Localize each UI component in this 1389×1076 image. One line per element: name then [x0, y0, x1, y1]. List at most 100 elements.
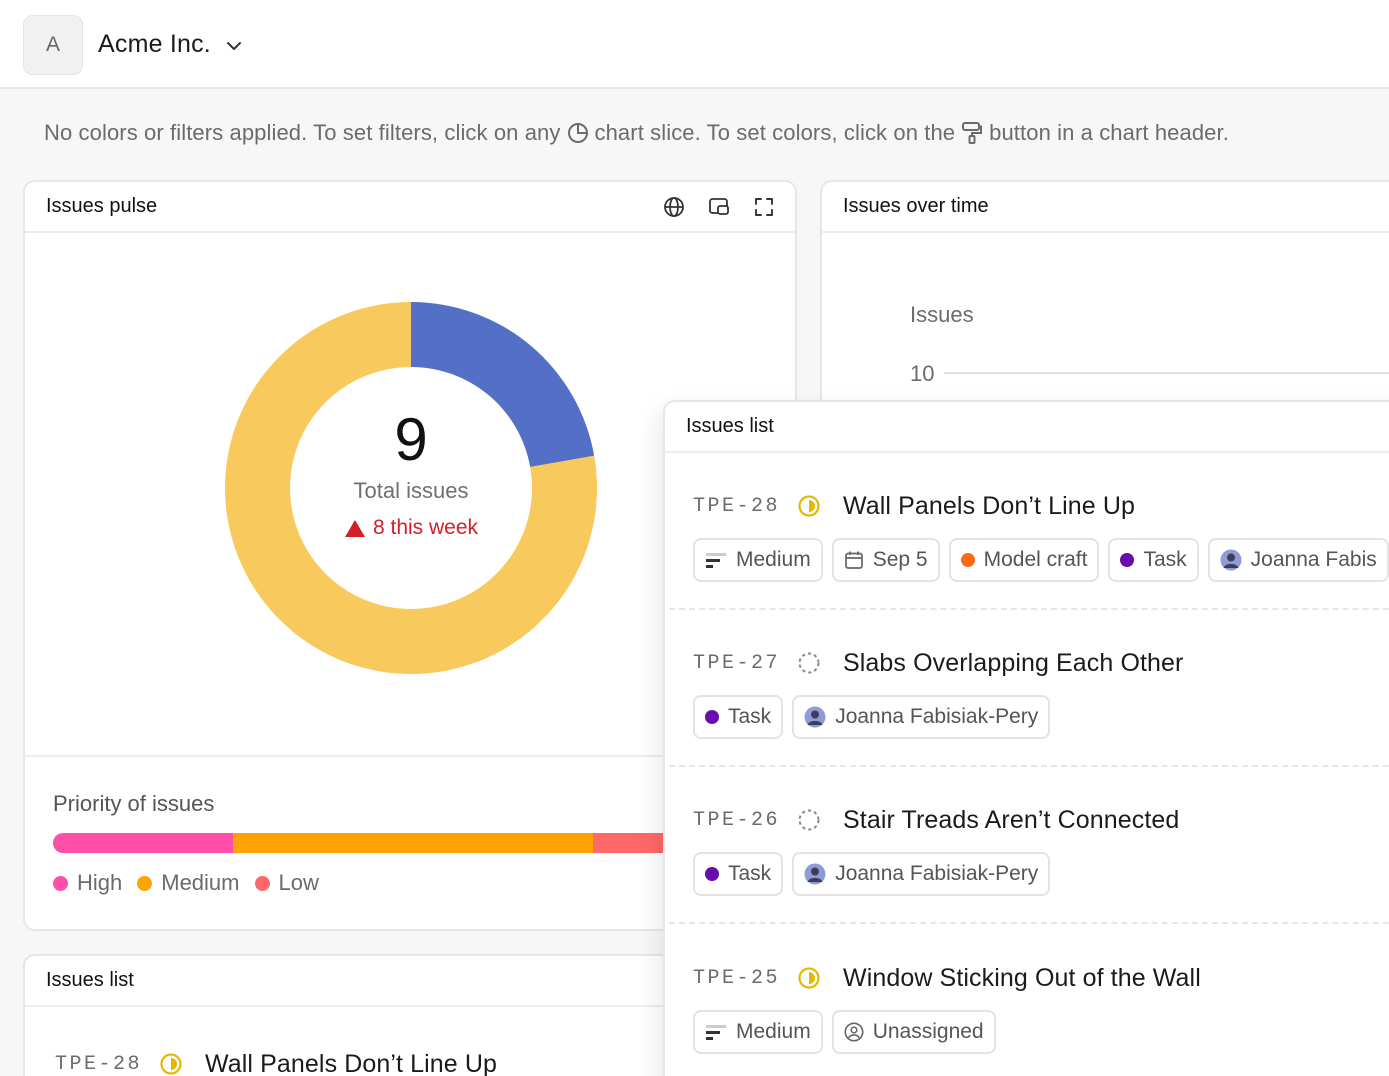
type-chip[interactable]: Task	[693, 695, 784, 739]
type-dot	[1120, 553, 1135, 567]
expand-icon[interactable]	[752, 195, 776, 219]
row-divider	[669, 922, 1389, 924]
chip-label: Task	[728, 862, 772, 885]
legend-label: High	[77, 870, 123, 895]
card-header: Issues list	[25, 956, 795, 1007]
donut-chart[interactable]	[224, 301, 598, 675]
card-title: Issues over time	[843, 195, 989, 217]
week-delta: 8 this week	[311, 516, 511, 540]
issue-title[interactable]: Slabs Overlapping Each Other	[843, 648, 1184, 677]
assignee-chip[interactable]: Joanna Fabis	[1207, 538, 1389, 582]
donut-chart-area: 9 Total issues 8 this week	[25, 235, 795, 757]
chip-label: Task	[1143, 548, 1187, 571]
in-progress-status-icon[interactable]	[797, 494, 821, 518]
y-axis-tick: 10	[910, 361, 935, 386]
chevron-down-icon[interactable]	[224, 36, 244, 56]
label-dot	[960, 553, 975, 567]
filter-hint: No colors or filters applied. To set fil…	[44, 120, 1229, 146]
legend-dot	[137, 875, 153, 891]
warning-triangle-icon	[344, 519, 365, 537]
chip-label: Sep 5	[872, 548, 928, 571]
in-progress-status-icon[interactable]	[159, 1052, 183, 1076]
priority-chip[interactable]: Medium	[693, 538, 823, 582]
issues-list-popover: Issues list TPE-28 Wall Panels Don’t Lin…	[663, 400, 1389, 1076]
priority-bar[interactable]	[53, 833, 773, 853]
legend-item-medium[interactable]: Medium	[137, 870, 240, 896]
calendar-icon	[844, 551, 863, 569]
due-date-chip[interactable]: Sep 5	[831, 538, 940, 582]
assignee-chip[interactable]: Unassigned	[831, 1010, 996, 1054]
issue-row[interactable]: TPE-28 Wall Panels Don’t Line Up Medium …	[693, 488, 1389, 582]
type-chip[interactable]: Task	[1108, 538, 1199, 582]
label-chip[interactable]: Model craft	[948, 538, 1100, 582]
top-bar: A Acme Inc.	[0, 0, 1389, 89]
chip-label: Medium	[736, 548, 811, 571]
priority-chip[interactable]: Medium	[693, 1010, 823, 1054]
issue-title: Wall Panels Don’t Line Up	[205, 1049, 497, 1076]
type-dot	[705, 710, 719, 724]
legend-item-low[interactable]: Low	[254, 870, 319, 896]
week-delta-text: 8 this week	[372, 516, 479, 539]
in-progress-status-icon[interactable]	[797, 966, 821, 990]
avatar	[804, 863, 826, 885]
row-divider	[669, 765, 1389, 767]
card-title: Issues list	[46, 969, 134, 991]
todo-status-icon[interactable]	[797, 808, 821, 832]
issue-id: TPE-26	[693, 808, 781, 832]
legend-dot	[53, 875, 68, 891]
org-name[interactable]: Acme Inc.	[98, 30, 211, 58]
todo-status-icon[interactable]	[797, 651, 821, 675]
issue-id: TPE-28	[693, 494, 781, 518]
chip-label: Joanna Fabisiak-Pery	[835, 862, 1039, 885]
priority-bars-icon	[706, 553, 726, 568]
issue-title[interactable]: Stair Treads Aren’t Connected	[843, 805, 1180, 834]
assignee-chip[interactable]: Joanna Fabisiak-Pery	[792, 695, 1051, 739]
issue-row[interactable]: TPE-26 Stair Treads Aren’t Connected Tas…	[693, 802, 1389, 896]
issue-id: TPE-28	[55, 1052, 143, 1076]
y-axis-title: Issues	[910, 302, 974, 327]
issue-id: TPE-27	[693, 651, 781, 675]
legend-label: Low	[278, 870, 319, 895]
legend-label: Medium	[161, 870, 240, 895]
priority-bar-segment[interactable]	[53, 833, 233, 853]
chip-label: Model craft	[983, 548, 1088, 571]
chip-label: Medium	[736, 1020, 811, 1043]
priority-title: Priority of issues	[53, 791, 215, 816]
issue-row[interactable]: TPE-28 Wall Panels Don’t Line Up	[55, 1046, 497, 1076]
issue-title[interactable]: Window Sticking Out of the Wall	[843, 963, 1201, 992]
priority-bar-segment[interactable]	[233, 833, 593, 853]
donut-slice[interactable]	[411, 302, 595, 467]
card-header: Issues over time	[822, 182, 1389, 233]
picture-in-picture-icon[interactable]	[707, 195, 731, 219]
donut-slice[interactable]	[225, 302, 598, 674]
issue-title[interactable]: Wall Panels Don’t Line Up	[843, 491, 1135, 520]
type-chip[interactable]: Task	[693, 852, 784, 896]
issues-over-time-card: Issues over time Issues 10	[820, 180, 1389, 440]
unassigned-user-icon	[844, 1022, 864, 1042]
issue-row[interactable]: TPE-27 Slabs Overlapping Each Other Task…	[693, 645, 1389, 739]
legend-item-high[interactable]: High	[53, 870, 122, 896]
issue-row[interactable]: TPE-25 Window Sticking Out of the Wall M…	[693, 960, 1389, 1054]
priority-bars-icon	[706, 1025, 726, 1040]
pie-chart-icon	[567, 123, 588, 143]
total-issues-label: Total issues	[353, 478, 469, 503]
chip-label: Task	[728, 705, 772, 728]
hint-text-1: No colors or filters applied. To set fil…	[44, 120, 561, 145]
gridline	[944, 372, 1389, 374]
card-title: Issues list	[686, 415, 774, 437]
avatar	[1220, 549, 1242, 571]
hint-text-2: chart slice. To set colors, click on the	[594, 120, 956, 145]
paint-roller-icon	[962, 122, 983, 144]
assignee-chip[interactable]: Joanna Fabisiak-Pery	[792, 852, 1051, 896]
chip-label: Joanna Fabisiak-Pery	[835, 705, 1039, 728]
chip-label: Unassigned	[872, 1020, 984, 1043]
row-divider	[669, 608, 1389, 610]
avatar	[804, 706, 826, 728]
total-issues-count: 9	[394, 406, 428, 473]
priority-legend: High Medium Low	[53, 870, 334, 896]
hint-text-3: button in a chart header.	[989, 120, 1229, 145]
type-dot	[705, 867, 719, 881]
card-title: Issues pulse	[46, 195, 158, 217]
org-avatar[interactable]: A	[23, 15, 83, 75]
globe-icon[interactable]	[662, 195, 686, 219]
